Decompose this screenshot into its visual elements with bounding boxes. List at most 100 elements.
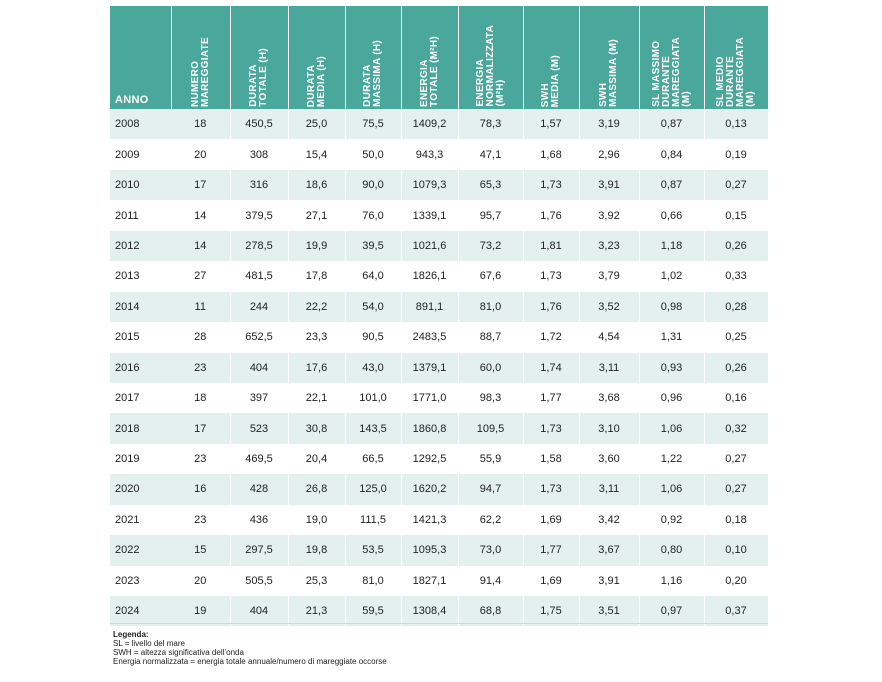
table-cell: 27	[171, 261, 231, 292]
table-cell: 3,67	[579, 535, 640, 566]
year-cell: 2009	[110, 139, 171, 170]
table-cell: 18	[171, 382, 231, 414]
table-cell: 1,76	[523, 200, 580, 231]
table-cell: 98,3	[458, 382, 524, 414]
table-cell: 25,3	[288, 565, 346, 596]
table-row: 2022 15 297,5 19,8 53,5 1095,3 73,0 1,77 3,67 0,8…	[110, 535, 769, 566]
table-cell: 0,96	[639, 382, 705, 414]
table-row: 2011 14 379,5 27,1 76,0 1339,1 95,7 1,76 3,92 0,6…	[110, 200, 769, 231]
legend-line-swh: SWH = altezza significativa dell’onda	[113, 648, 244, 657]
year-cell: 2015	[110, 322, 171, 353]
table-cell: 379,5	[230, 200, 289, 231]
table-cell: 0,87	[639, 169, 705, 201]
table-cell: 1,58	[523, 443, 580, 475]
table-divider	[110, 623, 768, 624]
legend-line-sl: SL = livello del mare	[113, 639, 185, 648]
table-cell: 891,1	[401, 291, 459, 323]
table-cell: 4,54	[579, 322, 640, 353]
table-cell: 1826,1	[401, 261, 459, 292]
table-cell: 21,3	[288, 596, 346, 627]
table-cell: 18,6	[288, 169, 346, 201]
table-cell: 2483,5	[401, 322, 459, 353]
column-header-label: SWH MASSIMA (m)	[598, 39, 619, 107]
table-cell: 3,10	[579, 413, 640, 444]
table-cell: 0,66	[639, 200, 705, 231]
table-cell: 316	[230, 169, 289, 201]
column-header: SWH MASSIMA (m)	[579, 6, 640, 109]
column-header-label: NUMERO MAREGGIATE	[189, 36, 211, 107]
year-cell: 2013	[110, 261, 171, 292]
year-cell: 2020	[110, 474, 171, 505]
table-cell: 436	[230, 504, 289, 536]
column-header: DURATA TOTALE (h)	[230, 6, 289, 109]
column-header: SWH MEDIA (m)	[523, 6, 580, 109]
table-cell: 3,19	[579, 109, 640, 140]
table-cell: 0,27	[704, 474, 769, 505]
table-cell: 15,4	[288, 139, 346, 170]
table-cell: 1,31	[639, 322, 705, 353]
table-cell: 1021,6	[401, 230, 459, 262]
table-cell: 60,0	[458, 352, 524, 383]
table-cell: 1,74	[523, 352, 580, 383]
table-cell: 505,5	[230, 565, 289, 596]
table-cell: 28	[171, 322, 231, 353]
column-header: DURATA MEDIA (h)	[288, 6, 346, 109]
table-cell: 0,84	[639, 139, 705, 170]
table-cell: 90,5	[345, 322, 402, 353]
table-row: 2012 14 278,5 19,9 39,5 1021,6 73,2 1,81 3,23 1,1…	[110, 230, 769, 262]
table-cell: 3,68	[579, 382, 640, 414]
table-cell: 1339,1	[401, 200, 459, 231]
column-header: DURATA MASSIMA (h)	[345, 6, 402, 109]
table-cell: 278,5	[230, 230, 289, 262]
table-cell: 3,91	[579, 169, 640, 201]
table-cell: 1,69	[523, 504, 580, 536]
table-cell: 15	[171, 535, 231, 566]
table-cell: 23	[171, 504, 231, 536]
table-cell: 0,19	[704, 139, 769, 170]
table-cell: 94,7	[458, 474, 524, 505]
table-cell: 90,0	[345, 169, 402, 201]
table-cell: 1,73	[523, 169, 580, 201]
table-cell: 17	[171, 169, 231, 201]
table-cell: 397	[230, 382, 289, 414]
table-cell: 1771,0	[401, 382, 459, 414]
table-cell: 23	[171, 352, 231, 383]
table-cell: 0,26	[704, 230, 769, 262]
table-cell: 0,26	[704, 352, 769, 383]
table-cell: 3,23	[579, 230, 640, 262]
table-cell: 17,6	[288, 352, 346, 383]
table-cell: 1095,3	[401, 535, 459, 566]
table-cell: 81,0	[458, 291, 524, 323]
column-header-label: ANNO	[115, 94, 149, 106]
table-cell: 0,32	[704, 413, 769, 444]
table-cell: 19,0	[288, 504, 346, 536]
table-cell: 0,33	[704, 261, 769, 292]
table-row: 2010 17 316 18,6 90,0 1079,3 65,3 1,73 3,91 0,87 0…	[110, 169, 769, 201]
table-cell: 1,77	[523, 382, 580, 414]
table-cell: 0,28	[704, 291, 769, 323]
table-cell: 1,68	[523, 139, 580, 170]
table-row: 2013 27 481,5 17,8 64,0 1826,1 67,6 1,73 3,79 1,0…	[110, 261, 769, 292]
year-cell: 2023	[110, 565, 171, 596]
table-row: 2023 20 505,5 25,3 81,0 1827,1 91,4 1,69 3,91 1,1…	[110, 565, 769, 596]
table-cell: 39,5	[345, 230, 402, 262]
table-cell: 1,69	[523, 565, 580, 596]
table-cell: 1,02	[639, 261, 705, 292]
table-cell: 50,0	[345, 139, 402, 170]
table-cell: 0,16	[704, 382, 769, 414]
table-cell: 88,7	[458, 322, 524, 353]
column-header: ENERGIA TOTALE (m²h)	[401, 6, 459, 109]
table-cell: 19	[171, 596, 231, 627]
column-header-label: ENERGIA TOTALE (m²h)	[418, 36, 440, 107]
table-row: 2014 11 244 22,2 54,0 891,1 81,0 1,76 3,52 0,98 0,…	[110, 291, 769, 323]
table-cell: 62,2	[458, 504, 524, 536]
table-cell: 0,92	[639, 504, 705, 536]
table-cell: 25,0	[288, 109, 346, 140]
year-cell: 2024	[110, 596, 171, 627]
table-cell: 30,8	[288, 413, 346, 444]
table-cell: 0,20	[704, 565, 769, 596]
table-cell: 75,5	[345, 109, 402, 140]
table-cell: 1,81	[523, 230, 580, 262]
storm-data-table: ANNO NUMERO MAREGGIATE DURATA TOTALE (h) DU…	[110, 6, 769, 627]
column-header: SL MEDIO DURANTE MAREGGIATA (m)	[704, 6, 768, 109]
